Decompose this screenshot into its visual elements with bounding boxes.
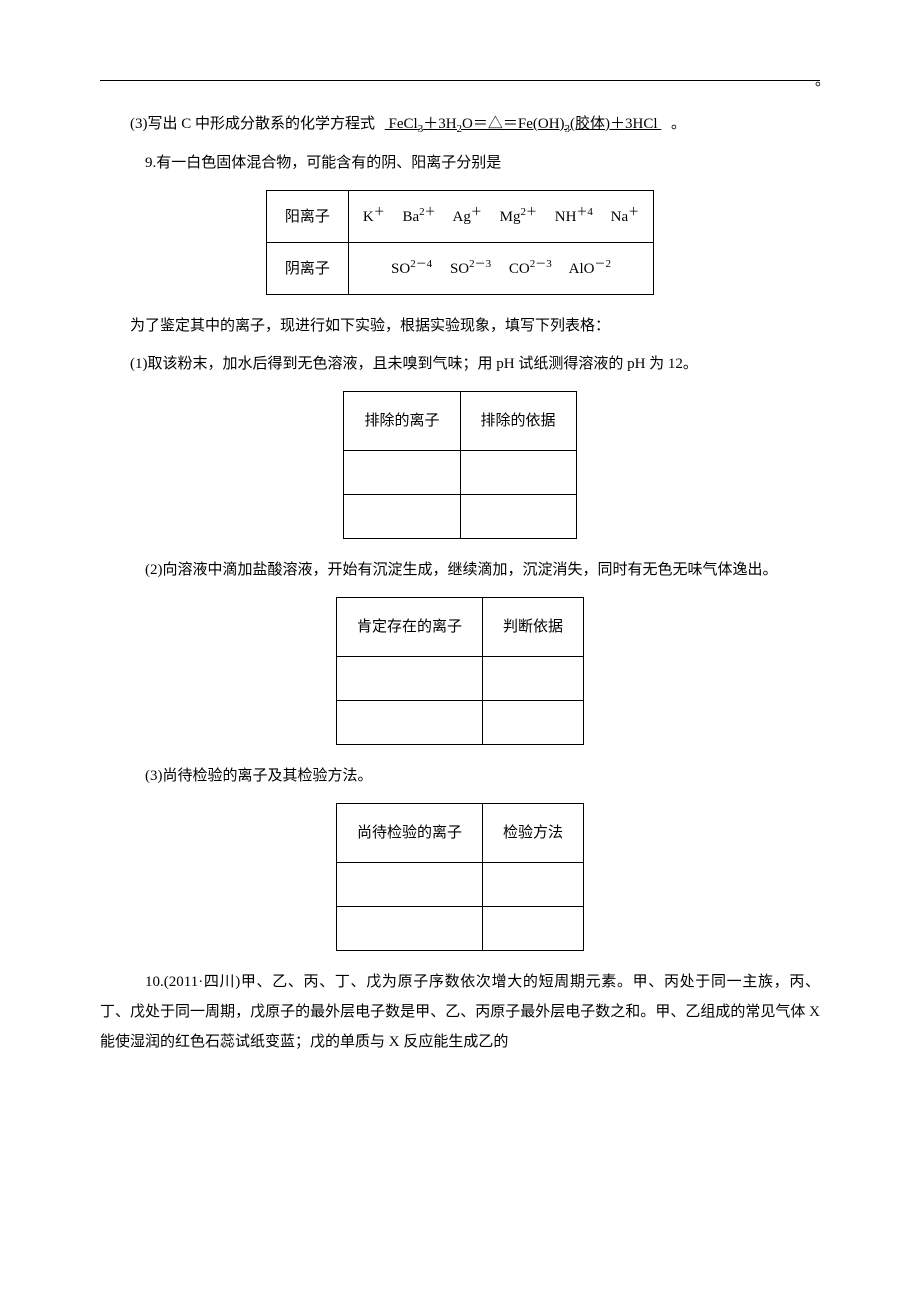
ion-mg: Mg2＋ [500, 209, 537, 225]
blank-line-separator: 。 [100, 80, 820, 81]
empty-cell [344, 495, 460, 539]
ion-co3: CO2－3 [509, 261, 552, 277]
empty-cell [460, 495, 576, 539]
ion-nh4: NH＋4 [555, 209, 593, 225]
confirmed-ions-table: 肯定存在的离子 判断依据 [336, 597, 584, 745]
cation-list: K＋ Ba2＋ Ag＋ Mg2＋ NH＋4 Na＋ [348, 191, 653, 243]
q10-paragraph: 10.(2011·四川)甲、乙、丙、丁、戊为原子序数依次增大的短周期元素。甲、丙… [100, 967, 820, 1057]
excluded-ions-table: 排除的离子 排除的依据 [343, 391, 576, 539]
q9-part3: (3)尚待检验的离子及其检验方法。 [100, 761, 820, 791]
table-row [336, 907, 583, 951]
table2-h2: 判断依据 [483, 598, 584, 657]
ion-ag: Ag＋ [453, 209, 482, 225]
table-row: 尚待检验的离子 检验方法 [336, 804, 583, 863]
empty-cell [483, 863, 584, 907]
table3-h2: 检验方法 [483, 804, 584, 863]
q9-part1: (1)取该粉末，加水后得到无色溶液，且未嗅到气味；用 pH 试纸测得溶液的 pH… [100, 349, 820, 379]
table-row [344, 495, 576, 539]
line-end-period: 。 [815, 66, 830, 96]
empty-cell [344, 451, 460, 495]
anion-label: 阴离子 [266, 243, 348, 295]
anion-list: SO2－4 SO2－3 CO2－3 AlO－2 [348, 243, 653, 295]
q3-paragraph: (3)写出 C 中形成分散系的化学方程式 FeCl3＋3H2O＝△＝Fe(OH)… [100, 109, 820, 140]
q3-suffix: 。 [671, 116, 686, 132]
ion-so4: SO2－4 [391, 261, 432, 277]
empty-cell [483, 701, 584, 745]
table-row: 肯定存在的离子 判断依据 [336, 598, 583, 657]
empty-cell [336, 863, 482, 907]
table3-h1: 尚待检验的离子 [336, 804, 482, 863]
pending-ions-table: 尚待检验的离子 检验方法 [336, 803, 584, 951]
q9-part2: (2)向溶液中滴加盐酸溶液，开始有沉淀生成，继续滴加，沉淀消失，同时有无色无味气… [100, 555, 820, 585]
table-row: 排除的离子 排除的依据 [344, 392, 576, 451]
q3-prefix: (3)写出 C 中形成分散系的化学方程式 [130, 116, 375, 132]
ion-candidates-table: 阳离子 K＋ Ba2＋ Ag＋ Mg2＋ NH＋4 Na＋ 阴离子 SO2－4 … [266, 190, 654, 295]
ion-so3: SO2－3 [450, 261, 491, 277]
table-row: 阴离子 SO2－4 SO2－3 CO2－3 AlO－2 [266, 243, 653, 295]
empty-cell [483, 657, 584, 701]
ion-k: K＋ [363, 209, 385, 225]
cation-label: 阳离子 [266, 191, 348, 243]
q9-intro: 9.有一白色固体混合物，可能含有的阴、阳离子分别是 [100, 148, 820, 178]
q3-answer: FeCl3＋3H2O＝△＝Fe(OH)3(胶体)＋3HCl [379, 116, 668, 132]
empty-cell [336, 701, 482, 745]
table1-h1: 排除的离子 [344, 392, 460, 451]
table-row [344, 451, 576, 495]
ion-alo2: AlO－2 [569, 261, 611, 277]
ion-ba: Ba2＋ [402, 209, 435, 225]
horizontal-rule [100, 80, 820, 81]
empty-cell [336, 657, 482, 701]
table-row [336, 657, 583, 701]
q9-instruction: 为了鉴定其中的离子，现进行如下实验，根据实验现象，填写下列表格： [100, 311, 820, 341]
empty-cell [336, 907, 482, 951]
table-row: 阳离子 K＋ Ba2＋ Ag＋ Mg2＋ NH＋4 Na＋ [266, 191, 653, 243]
table1-h2: 排除的依据 [460, 392, 576, 451]
table-row [336, 863, 583, 907]
table2-h1: 肯定存在的离子 [336, 598, 482, 657]
empty-cell [460, 451, 576, 495]
table-row [336, 701, 583, 745]
ion-na: Na＋ [611, 209, 640, 225]
empty-cell [483, 907, 584, 951]
